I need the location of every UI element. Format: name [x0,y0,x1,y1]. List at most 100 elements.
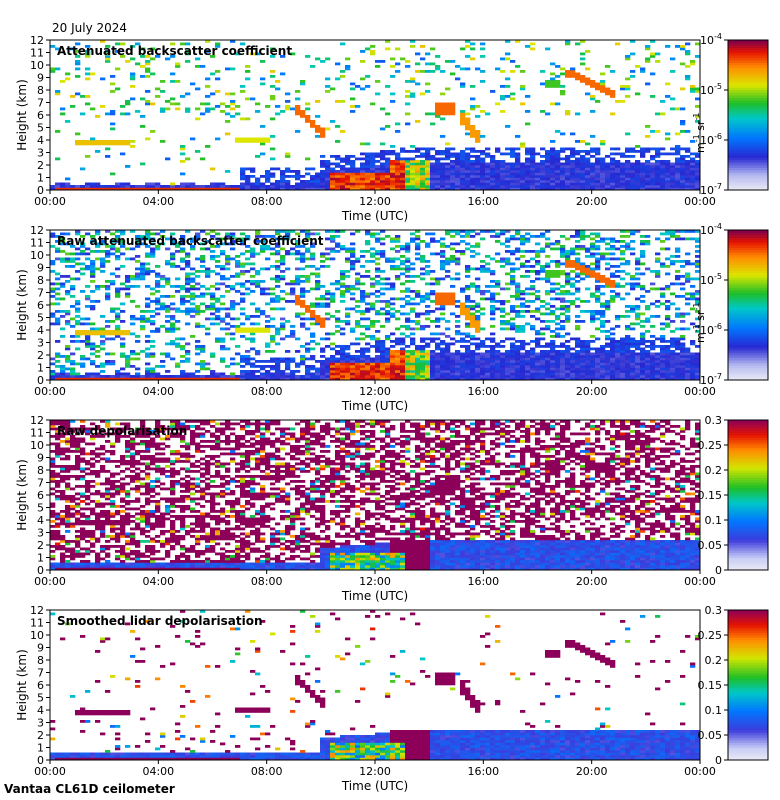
colorbar-cell [728,370,768,373]
colorbar-cell [728,500,768,503]
colorbar-cell [728,687,768,691]
y-tick-label: 9 [37,642,44,655]
colorbar-cell [728,270,768,273]
colorbar-cell [728,252,768,256]
colorbar-cell [728,305,768,308]
colorbar-cell [728,277,768,281]
colorbar-cell [728,332,768,336]
colorbar-frame [727,229,769,381]
colorbar-cell [728,627,768,631]
colorbar-cell [728,722,768,726]
colorbar-cell [728,742,768,746]
y-tick-label: 2 [37,349,44,362]
y-tick-label: 10 [30,59,44,72]
y-tick-label: 2 [37,729,44,742]
colorbar-cell [728,242,768,246]
colorbar-cell [728,442,768,446]
colorbar-cell [728,145,768,148]
colorbar-cell [728,310,768,313]
colorbar-cell [728,665,768,668]
colorbar-cell [728,715,768,718]
colorbar-cell [728,712,768,716]
colorbar-cell [728,120,768,123]
colorbar-cell [728,267,768,271]
colorbar-cell [728,650,768,653]
colorbar-cell [728,105,768,108]
colorbar-cell [728,615,768,618]
colorbar: 0 0.05 0.1 0.15 0.2 0.25 0.3 [698,604,769,767]
x-tick-label: 16:00 [467,765,499,778]
colorbar: 10-7 10-6 10-5 10-4 m-1 sr-1 [692,32,769,197]
x-tick-label: 16:00 [467,385,499,398]
colorbar-cell [728,237,768,241]
colorbar-cell [728,70,768,73]
colorbar-cell [728,642,768,646]
colorbar-tick-label: 0.15 [698,489,723,502]
y-tick-label: 1 [37,172,44,185]
colorbar-cell [728,487,768,491]
colorbar-cell [728,672,768,676]
colorbar-cell [728,465,768,468]
colorbar-cell [728,680,768,683]
y-tick-label: 3 [37,147,44,160]
colorbar-cell [728,677,768,681]
colorbar-cell [728,125,768,128]
colorbar-cell [728,552,768,556]
colorbar-cell [728,645,768,648]
y-tick-label: 2 [37,159,44,172]
colorbar-tick-label: 10-6 [700,132,722,147]
x-axis-label: Time (UTC) [341,589,408,603]
colorbar-tick-label: 0 [715,754,722,767]
colorbar-cell [728,700,768,703]
y-tick-label: 11 [30,237,44,250]
colorbar-cell [728,542,768,546]
colorbar-cell [728,45,768,48]
colorbar-cell [728,482,768,486]
panel-title: Raw attenuated backscatter coefficient [57,234,324,248]
colorbar-cell [728,502,768,506]
colorbar-cell [728,147,768,151]
colorbar-cell [728,550,768,553]
colorbar-cell [728,630,768,633]
colorbar-cell [728,565,768,568]
colorbar-cell [728,152,768,156]
colorbar-cell [728,165,768,168]
colorbar-cell [728,97,768,101]
colorbar-cell [728,375,768,378]
colorbar-tick-label: 0.1 [705,514,723,527]
colorbar-cell [728,437,768,441]
x-tick-label: 00:00 [34,575,66,588]
colorbar-cell [728,162,768,166]
colorbar-cell [728,457,768,461]
colorbar-cell [728,420,768,423]
colorbar-tick-label: 0.25 [698,629,723,642]
colorbar-cell [728,655,768,658]
colorbar: 0 0.05 0.1 0.15 0.2 0.25 0.3 [698,414,769,577]
y-tick-label: 7 [37,667,44,680]
colorbar-cell [728,682,768,686]
colorbar-cell [728,447,768,451]
colorbar-tick-label: 10-5 [700,272,722,287]
x-tick-label: 00:00 [34,195,66,208]
colorbar-cell [728,335,768,338]
colorbar-cell [728,55,768,58]
colorbar-cell [728,52,768,56]
colorbar-cell [728,307,768,311]
colorbar-cell [728,710,768,713]
y-tick-label: 8 [37,274,44,287]
colorbar-cell [728,430,768,433]
colorbar-cell [728,47,768,51]
colorbar-tick-label: 10-4 [700,222,722,237]
colorbar-cell [728,170,768,173]
colorbar-cell [728,142,768,146]
y-tick-label: 12 [30,224,44,237]
colorbar-cell [728,610,768,613]
colorbar-cell [728,637,768,641]
colorbar-cell [728,445,768,448]
colorbar-cell [728,480,768,483]
colorbar-cell [728,625,768,628]
x-tick-label: 12:00 [359,195,391,208]
colorbar-cell [728,640,768,643]
colorbar-cell [728,235,768,238]
